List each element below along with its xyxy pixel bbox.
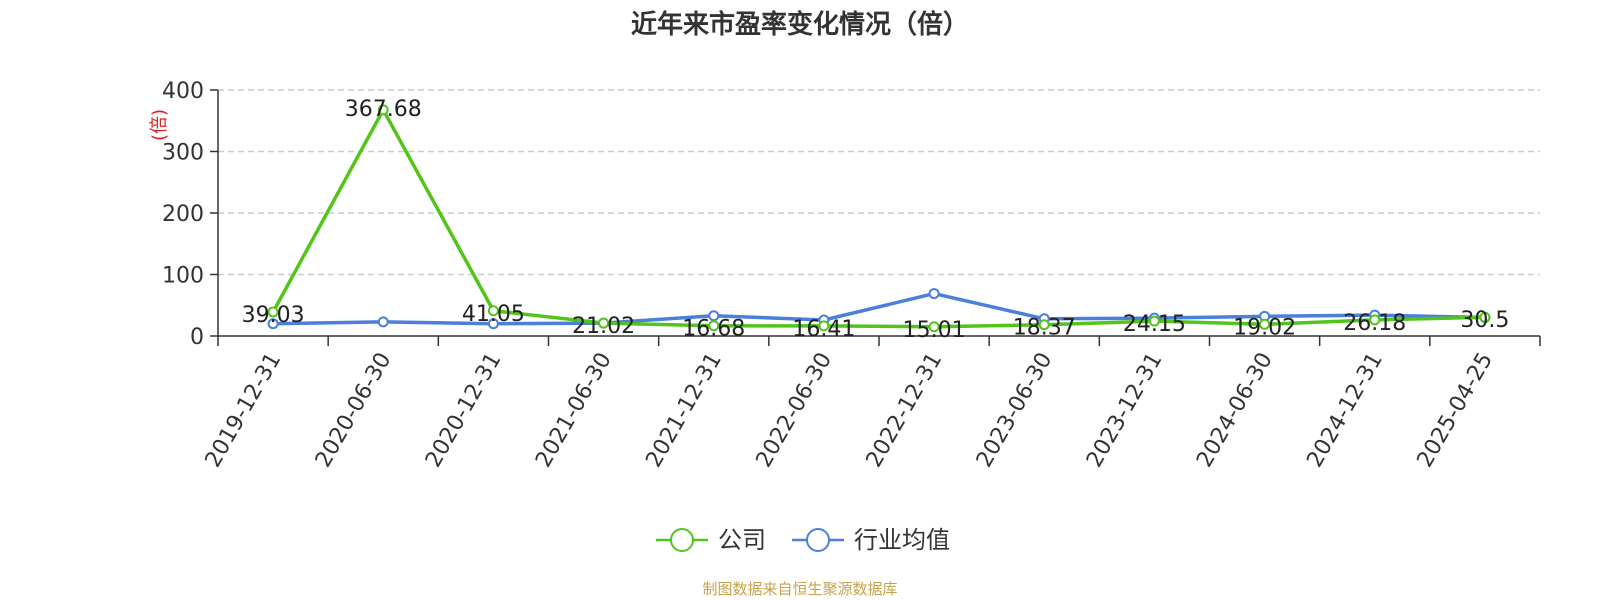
x-tick-label: 2022-12-31 bbox=[862, 349, 948, 472]
data-point bbox=[818, 320, 830, 332]
data-point bbox=[377, 316, 389, 328]
data-point bbox=[708, 310, 720, 322]
x-tick-label: 2021-12-31 bbox=[641, 349, 727, 472]
x-tick-label: 2023-12-31 bbox=[1082, 349, 1168, 472]
x-tick-label: 2024-06-30 bbox=[1192, 349, 1278, 472]
x-tick-label: 2023-06-30 bbox=[972, 349, 1058, 472]
data-point bbox=[487, 318, 499, 330]
data-label: 18.37 bbox=[1013, 316, 1076, 341]
x-tick-label: 2024-12-31 bbox=[1302, 349, 1388, 472]
data-label: 30.5 bbox=[1460, 308, 1509, 333]
data-point bbox=[267, 318, 279, 330]
data-label: 26.18 bbox=[1343, 311, 1406, 336]
data-label: 39.03 bbox=[242, 303, 305, 328]
legend-marker bbox=[806, 528, 830, 552]
series-line bbox=[271, 108, 1485, 329]
x-tick-label: 2020-12-31 bbox=[421, 349, 507, 472]
y-tick-label: 400 bbox=[162, 79, 204, 104]
data-point bbox=[1369, 314, 1381, 326]
data-label: 16.41 bbox=[792, 317, 855, 342]
source-footer: 制图数据来自恒生聚源数据库 bbox=[702, 580, 898, 598]
data-point bbox=[1479, 311, 1491, 323]
data-label: 19.02 bbox=[1233, 315, 1296, 340]
legend-label: 公司 bbox=[718, 526, 766, 554]
data-label: 367.68 bbox=[345, 97, 422, 122]
chart-title: 近年来市盈率变化情况（倍） bbox=[630, 10, 969, 40]
data-point bbox=[1038, 319, 1050, 331]
data-point bbox=[267, 306, 279, 318]
data-point bbox=[487, 305, 499, 317]
data-point bbox=[1259, 318, 1271, 330]
data-point bbox=[708, 320, 720, 332]
data-label: 41.05 bbox=[462, 302, 525, 327]
data-point bbox=[598, 317, 610, 329]
x-tick-label: 2022-06-30 bbox=[752, 349, 838, 472]
y-tick-label: 200 bbox=[162, 202, 204, 227]
data-point bbox=[928, 321, 940, 333]
legend-label: 行业均值 bbox=[854, 526, 950, 554]
y-axis-label: (倍) bbox=[149, 109, 170, 141]
y-tick-label: 100 bbox=[162, 264, 204, 289]
x-tick-label: 2021-06-30 bbox=[531, 349, 617, 472]
data-point bbox=[1148, 315, 1160, 327]
data-label: 24.15 bbox=[1123, 312, 1186, 337]
legend-marker bbox=[670, 528, 694, 552]
x-tick-label: 2025-04-25 bbox=[1413, 349, 1499, 472]
series-line bbox=[273, 291, 1485, 326]
data-label: 21.02 bbox=[572, 314, 635, 339]
data-label: 16.68 bbox=[682, 317, 745, 342]
x-tick-label: 2019-12-31 bbox=[201, 349, 287, 472]
data-point bbox=[377, 104, 389, 116]
data-point bbox=[928, 288, 940, 300]
data-label: 15.01 bbox=[903, 318, 966, 343]
y-tick-label: 0 bbox=[190, 325, 204, 350]
x-tick-label: 2020-06-30 bbox=[311, 349, 397, 472]
y-tick-label: 300 bbox=[162, 141, 204, 166]
